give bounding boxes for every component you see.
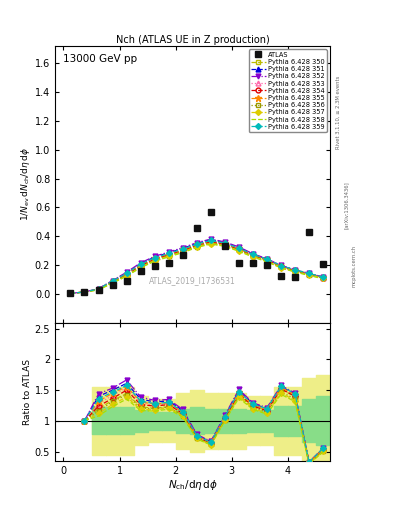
Text: 13000 GeV pp: 13000 GeV pp <box>63 54 138 65</box>
Title: Nch (ATLAS UE in Z production): Nch (ATLAS UE in Z production) <box>116 35 270 45</box>
Text: Z+Jet: Z+Jet <box>293 54 322 65</box>
Text: [arXiv:1306.3436]: [arXiv:1306.3436] <box>344 181 349 229</box>
Y-axis label: $1/N_\mathrm{ev}\,\mathrm{d}N_\mathrm{ch}/\mathrm{d}\eta\,\mathrm{d}\phi$: $1/N_\mathrm{ev}\,\mathrm{d}N_\mathrm{ch… <box>19 147 32 221</box>
X-axis label: $N_\mathrm{ch}/\mathrm{d}\eta\,\mathrm{d}\phi$: $N_\mathrm{ch}/\mathrm{d}\eta\,\mathrm{d… <box>167 478 218 493</box>
Text: ATLAS_2019_I1736531: ATLAS_2019_I1736531 <box>149 276 236 286</box>
Text: mcplots.cern.ch: mcplots.cern.ch <box>352 245 357 287</box>
Y-axis label: Ratio to ATLAS: Ratio to ATLAS <box>23 359 32 424</box>
Text: Rivet 3.1.10, ≥ 2.3M events: Rivet 3.1.10, ≥ 2.3M events <box>336 76 341 150</box>
Legend: ATLAS, Pythia 6.428 350, Pythia 6.428 351, Pythia 6.428 352, Pythia 6.428 353, P: ATLAS, Pythia 6.428 350, Pythia 6.428 35… <box>249 50 327 132</box>
